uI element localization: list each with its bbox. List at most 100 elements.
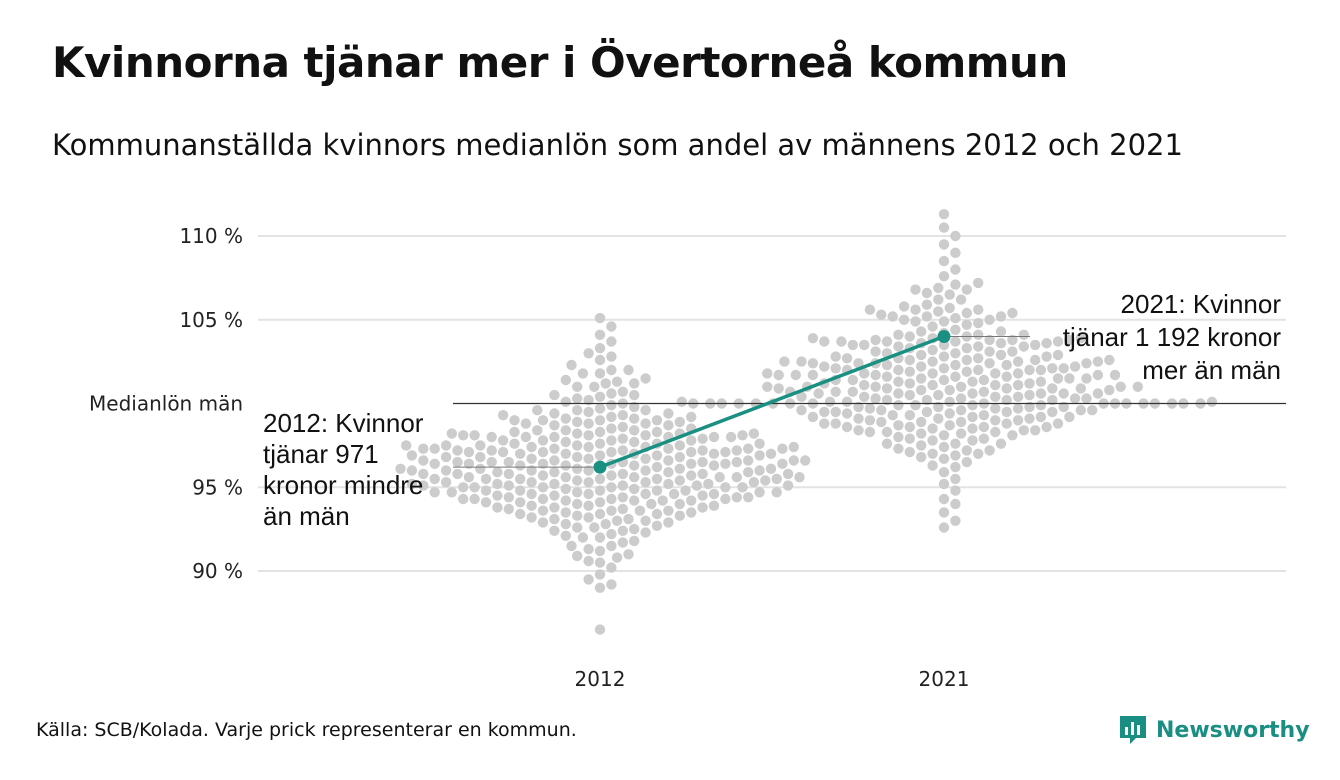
data-point	[594, 497, 606, 508]
data-point	[973, 341, 984, 352]
data-point	[961, 456, 972, 468]
data-point	[606, 388, 617, 399]
data-point	[984, 346, 995, 357]
data-point	[782, 480, 794, 491]
annotation-2021-line: 2021: Kvinnor	[1121, 289, 1282, 319]
data-point	[916, 326, 927, 337]
data-point	[606, 351, 617, 362]
data-point	[762, 368, 773, 379]
data-point	[440, 451, 452, 463]
data-point	[904, 446, 915, 458]
data-point	[859, 339, 870, 351]
data-point	[748, 477, 760, 488]
data-point	[807, 358, 819, 369]
data-point	[606, 446, 617, 458]
data-point	[1092, 369, 1104, 381]
reference-line-label: Medianlön män	[89, 392, 243, 416]
data-point	[916, 416, 927, 428]
data-point	[594, 343, 606, 354]
data-point	[572, 451, 583, 463]
data-point	[446, 487, 457, 498]
data-point	[549, 513, 560, 525]
data-point	[583, 544, 594, 555]
data-point	[629, 483, 640, 495]
data-point	[629, 495, 640, 506]
data-point	[938, 374, 950, 386]
data-point	[743, 492, 754, 503]
data-point	[916, 373, 927, 384]
grid-layer: 110 % 105 % 95 % 90 % Medianlön män 2012 2021	[89, 224, 1286, 691]
data-point	[469, 482, 480, 493]
data-point	[629, 523, 640, 535]
data-point	[640, 488, 651, 500]
y-tick-label: 105 %	[179, 308, 243, 332]
data-point	[640, 430, 651, 441]
data-point	[1064, 411, 1075, 423]
data-point	[830, 418, 841, 429]
data-point	[606, 364, 617, 376]
data-point	[938, 430, 950, 441]
data-point	[606, 562, 617, 573]
data-point	[549, 420, 560, 431]
data-point	[560, 518, 571, 530]
data-point	[617, 525, 628, 536]
data-point	[904, 421, 915, 433]
data-point	[617, 503, 628, 515]
data-point	[995, 438, 1007, 449]
data-point	[594, 450, 606, 461]
data-point	[864, 403, 876, 414]
data-point	[663, 443, 674, 454]
data-point	[515, 473, 526, 485]
data-point	[686, 495, 697, 506]
x-tick-label: 2012	[575, 667, 626, 691]
data-point	[629, 472, 640, 483]
data-point	[955, 428, 967, 439]
data-point	[606, 423, 617, 434]
data-point	[876, 416, 887, 428]
data-point	[1087, 405, 1098, 416]
data-point	[1075, 333, 1087, 344]
data-point	[990, 415, 1001, 426]
data-point	[847, 374, 858, 386]
data-point	[509, 415, 520, 426]
data-point	[583, 430, 594, 441]
data-point	[887, 410, 898, 421]
data-point	[526, 512, 537, 523]
data-point	[990, 426, 1001, 438]
data-point	[469, 493, 480, 505]
data-point	[933, 401, 944, 413]
data-point	[961, 307, 972, 319]
data-point	[807, 369, 819, 381]
data-point	[973, 448, 984, 459]
data-point	[950, 336, 961, 347]
annotation-2012-line: kronor mindre	[263, 470, 423, 500]
data-point	[1092, 356, 1104, 367]
data-point	[859, 368, 870, 379]
data-point	[651, 520, 663, 531]
data-point	[566, 359, 577, 371]
data-point	[950, 498, 961, 510]
annotation-2012: 2012: Kvinnor tjänar 971 kronor mindre än m…	[263, 408, 424, 531]
data-point	[916, 384, 927, 396]
data-point	[440, 465, 452, 476]
data-point	[640, 405, 651, 416]
data-point	[606, 528, 617, 540]
data-point	[1064, 334, 1075, 346]
data-point	[708, 460, 720, 471]
data-point	[864, 415, 876, 426]
data-point	[606, 435, 617, 446]
data-point	[583, 488, 594, 500]
data-point	[944, 289, 955, 300]
data-point	[640, 373, 651, 384]
data-point	[668, 488, 680, 500]
data-point	[1081, 393, 1092, 404]
data-point	[1012, 379, 1024, 391]
data-point	[933, 306, 944, 317]
data-point	[686, 507, 697, 518]
data-point	[830, 351, 841, 362]
data-point	[503, 492, 514, 503]
data-point	[1047, 363, 1058, 374]
data-point	[955, 294, 967, 305]
data-point	[1035, 400, 1047, 411]
newsworthy-logo: Newsworthy	[1118, 714, 1310, 746]
